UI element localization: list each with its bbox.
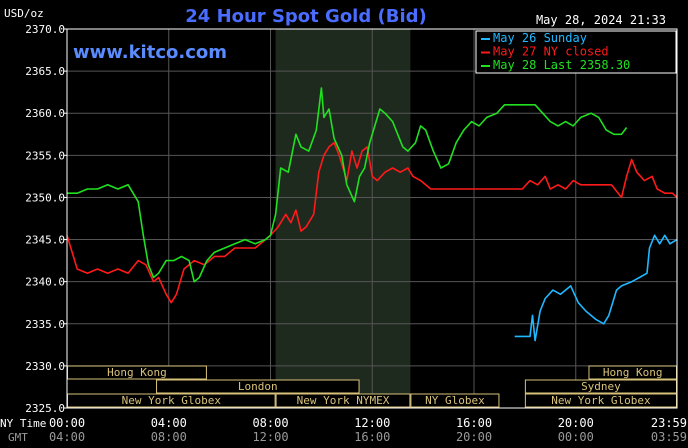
unit-label: USD/oz <box>4 7 44 20</box>
legend-entry: May 26 Sunday <box>493 31 587 45</box>
x-tick-label-gmt: 08:00 <box>151 430 187 444</box>
y-tick-label: 2335.0 <box>25 318 65 331</box>
timestamp: May 28, 2024 21:33 <box>536 13 666 27</box>
session-label: New York Globex <box>551 394 651 407</box>
x-tick-label-gmt: 04:00 <box>49 430 85 444</box>
x-tick-label-ny: 23:59 <box>651 416 687 430</box>
session-label: NY Globex <box>425 394 485 407</box>
series-line <box>67 87 628 283</box>
y-tick-label: 2370.0 <box>25 23 65 36</box>
watermark: www.kitco.com <box>73 42 227 63</box>
session-box <box>275 393 411 408</box>
x-tick-label-ny: 16:00 <box>456 416 492 430</box>
x-axis-ticks: 00:0004:0004:0008:0008:0012:0012:0016:00… <box>49 416 687 444</box>
x-tick-label-ny: 20:00 <box>558 416 594 430</box>
session-label: New York NYMEX <box>297 394 390 407</box>
plot-border <box>66 28 678 409</box>
session-label: Hong Kong <box>603 366 663 379</box>
legend-entry: May 28 Last 2358.30 <box>493 58 630 72</box>
x-tick-label-gmt: 00:00 <box>558 430 594 444</box>
x-tick-label-gmt: 20:00 <box>456 430 492 444</box>
y-tick-label: 2355.0 <box>25 149 65 162</box>
y-tick-label: 2345.0 <box>25 234 65 247</box>
x-tick-label-gmt: 03:59 <box>651 430 687 444</box>
x-tick-label-ny: 04:00 <box>151 416 187 430</box>
price-lines <box>66 87 678 342</box>
session-label: London <box>238 380 278 393</box>
x-tick-label-ny: 00:00 <box>49 416 85 430</box>
session-box <box>410 393 500 408</box>
y-tick-label: 2360.0 <box>25 107 65 120</box>
x-tick-label-gmt: 16:00 <box>354 430 390 444</box>
x-tick-label-ny: 12:00 <box>354 416 390 430</box>
y-axis-ticks: 2325.0 2330.0 2335.0 2340.0 2345.0 2350.0 2355… <box>25 23 67 415</box>
x-label-gmt: GMT <box>8 431 28 444</box>
y-tick-label: 2365.0 <box>25 65 65 78</box>
chart-title: 24 Hour Spot Gold (Bid) <box>185 6 426 27</box>
series-line <box>66 141 678 304</box>
x-tick-label-gmt: 12:00 <box>252 430 288 444</box>
session-label: New York Globex <box>122 394 222 407</box>
nymex-session-shade <box>275 29 411 408</box>
legend-box <box>475 30 677 74</box>
x-label-ny: NY Time <box>0 417 46 430</box>
y-tick-label: 2350.0 <box>25 191 65 204</box>
y-tick-label: 2330.0 <box>25 360 65 373</box>
session-label: Sydney <box>581 380 621 393</box>
y-tick-label: 2340.0 <box>25 276 65 289</box>
series-line <box>514 234 678 342</box>
session-box <box>156 379 360 394</box>
session-label: Hong Kong <box>107 366 167 379</box>
legend-entry: May 27 NY closed <box>493 45 609 59</box>
x-tick-label-ny: 08:00 <box>252 416 288 430</box>
y-tick-label: 2325.0 <box>25 402 65 415</box>
